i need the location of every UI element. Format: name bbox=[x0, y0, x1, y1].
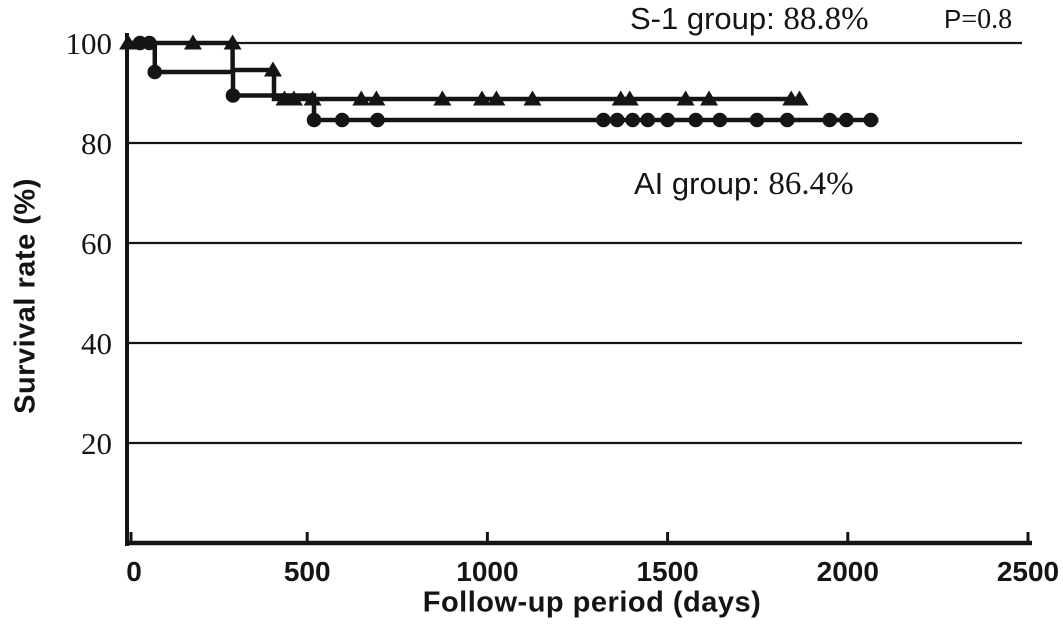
y-tick-label-100: 100 bbox=[66, 26, 113, 61]
censor-mark-triangle bbox=[263, 61, 282, 77]
s1-group-annotation-value: 88.8% bbox=[783, 1, 869, 37]
censor-mark-triangle bbox=[367, 90, 386, 106]
x-tick-label-2000: 2000 bbox=[817, 556, 879, 587]
ai-group-annotation-prefix: AI group: bbox=[634, 166, 769, 201]
y-tick-label-60: 60 bbox=[81, 226, 112, 261]
s1-group-annotation-prefix: S-1 group: bbox=[630, 1, 784, 36]
censor-mark-circle bbox=[712, 112, 728, 128]
censor-mark-triangle bbox=[620, 90, 639, 106]
x-tick-label-0: 0 bbox=[126, 556, 142, 587]
ai-group-annotation: AI group: 86.4% bbox=[634, 166, 854, 203]
s1-group-annotation: S-1 group: 88.8% bbox=[630, 1, 869, 38]
censor-mark-circle bbox=[625, 112, 640, 128]
censor-mark-circle bbox=[334, 112, 350, 128]
censor-mark-circle bbox=[147, 64, 163, 80]
x-tick-label-1000: 1000 bbox=[456, 556, 518, 587]
censor-mark-triangle bbox=[119, 34, 138, 50]
censor-mark-triangle bbox=[223, 34, 242, 50]
censor-mark-circle bbox=[225, 88, 241, 103]
censor-mark-circle bbox=[822, 112, 838, 128]
censor-mark-circle bbox=[596, 112, 611, 128]
censor-mark-triangle bbox=[183, 34, 202, 50]
censor-mark-circle bbox=[839, 112, 854, 128]
y-tick-label-40: 40 bbox=[81, 326, 112, 361]
censor-mark-triangle bbox=[303, 90, 322, 106]
censor-mark-triangle bbox=[700, 90, 719, 106]
censor-mark-triangle bbox=[433, 90, 452, 106]
censor-mark-triangle bbox=[523, 90, 542, 106]
censor-mark-circle bbox=[688, 112, 704, 128]
censor-mark-triangle bbox=[284, 90, 303, 106]
x-tick-label-1500: 1500 bbox=[636, 556, 698, 587]
y-axis-title: Survival rate (%) bbox=[9, 178, 42, 414]
censor-mark-circle bbox=[779, 112, 795, 128]
y-tick-label-20: 20 bbox=[81, 426, 112, 461]
censor-mark-circle bbox=[370, 112, 385, 128]
p-value-annotation: P=0.8 bbox=[944, 4, 1012, 36]
censor-mark-circle bbox=[142, 35, 157, 51]
censor-mark-circle bbox=[863, 112, 879, 128]
x-axis-title: Follow-up period (days) bbox=[422, 586, 762, 619]
y-tick-label-80: 80 bbox=[81, 126, 112, 161]
censor-mark-triangle bbox=[790, 90, 809, 106]
censor-mark-circle bbox=[660, 112, 675, 128]
x-tick-label-500: 500 bbox=[284, 556, 331, 587]
ai-group-annotation-value: 86.4% bbox=[768, 166, 854, 202]
censor-mark-triangle bbox=[487, 90, 506, 106]
censor-mark-triangle bbox=[676, 90, 695, 106]
censor-mark-circle bbox=[749, 112, 765, 128]
ai-group-curve bbox=[127, 40, 879, 123]
p-value-annotation-value: =0.8 bbox=[961, 4, 1013, 35]
x-tick-label-2500: 2500 bbox=[997, 556, 1059, 587]
censor-mark-triangle bbox=[472, 90, 491, 106]
p-value-annotation-prefix: P bbox=[944, 4, 962, 34]
censor-mark-circle bbox=[609, 112, 625, 128]
censor-mark-circle bbox=[306, 112, 322, 128]
censor-mark-triangle bbox=[352, 90, 371, 106]
censor-mark-circle bbox=[640, 112, 656, 128]
